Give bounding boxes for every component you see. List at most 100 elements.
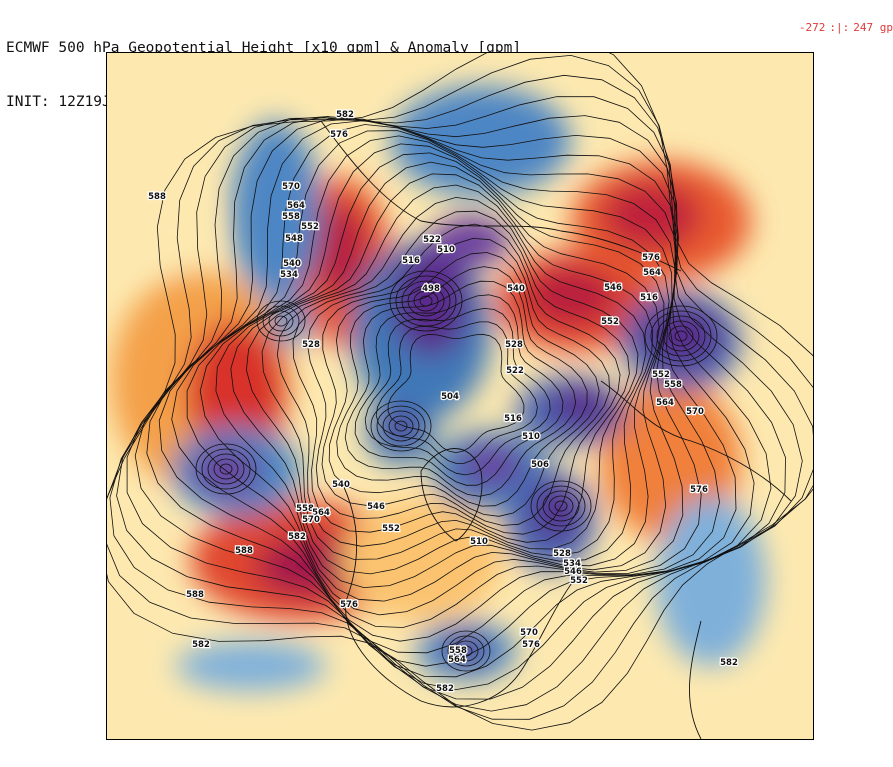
- scale-separator: :|:: [829, 21, 850, 34]
- height-contour: [344, 280, 577, 497]
- height-contour: [107, 54, 813, 720]
- anomaly-neg-gulfmex-core: [444, 635, 488, 663]
- height-contour: [292, 210, 630, 543]
- contour-label: 522: [506, 366, 524, 376]
- low-contour: [389, 270, 463, 332]
- contour-label: 570: [282, 182, 300, 192]
- contour-label: 582: [436, 684, 454, 694]
- contour-label: 588: [186, 590, 204, 600]
- contour-label: 548: [285, 234, 303, 244]
- low-contour: [370, 400, 432, 452]
- height-contour: [307, 223, 621, 535]
- low-contour: [388, 415, 414, 437]
- contour-label: 516: [640, 293, 658, 303]
- anomaly-neg-alaska: [231, 121, 321, 301]
- height-contour: [276, 196, 639, 550]
- low-contour: [262, 305, 300, 337]
- low-contour: [407, 285, 445, 317]
- anomaly-map: 5825765885705645585525485405345285225105…: [107, 53, 813, 739]
- low-contour: [376, 405, 426, 447]
- height-contour: [328, 252, 600, 517]
- coast-europe: [600, 380, 792, 502]
- contour-label: 522: [423, 235, 441, 245]
- anomaly-scale-range: -272:|: 247 gp: [795, 21, 893, 34]
- height-contour: [230, 161, 660, 589]
- low-contour: [219, 463, 233, 475]
- low-contour: [530, 480, 592, 532]
- contour-label: 506: [531, 460, 549, 470]
- contour-label: 570: [302, 515, 320, 525]
- contour-label: 582: [720, 658, 738, 668]
- contour-label: 516: [504, 414, 522, 424]
- height-contour: [146, 120, 755, 667]
- low-contour: [554, 500, 568, 512]
- contour-label: 564: [656, 398, 674, 408]
- contour-label: 546: [367, 502, 385, 512]
- contour-label: 558: [282, 212, 300, 222]
- scale-min: -272: [798, 21, 826, 34]
- contour-label: 510: [522, 432, 540, 442]
- low-contour: [447, 635, 485, 667]
- height-contours: [107, 53, 813, 731]
- height-contour: [171, 130, 720, 642]
- contour-label: 582: [192, 640, 210, 650]
- coast-africa: [689, 620, 702, 739]
- anomaly-pos-westcoast-core: [313, 201, 369, 301]
- contour-label: 540: [332, 480, 350, 490]
- low-contour: [195, 443, 257, 495]
- contour-label: 504: [441, 392, 459, 402]
- contour-label: 570: [686, 407, 704, 417]
- low-contour: [401, 280, 451, 322]
- coastlines: [320, 120, 792, 739]
- contour-label: 570: [520, 628, 538, 638]
- contour-label: 576: [690, 485, 708, 495]
- contour-label: 564: [312, 508, 330, 518]
- contour-label: 576: [642, 253, 660, 263]
- anomaly-pos-namerica: [341, 501, 501, 621]
- anomaly-neg-europe-core: [643, 306, 719, 366]
- contour-labels: 5825765885705645585525485405345285225105…: [147, 109, 739, 695]
- contour-label: 564: [643, 268, 661, 278]
- contour-label: 576: [330, 130, 348, 140]
- map-frame: 582 576 588 570 564 558 552 548 540 534 528 522 510 5…: [106, 52, 814, 740]
- anomaly-neg-subtropic: [176, 641, 326, 691]
- contour-label: 510: [437, 245, 455, 255]
- contour-label: 582: [336, 110, 354, 120]
- low-contour: [644, 305, 718, 367]
- low-contour: [382, 410, 420, 442]
- contour-label: 576: [522, 640, 540, 650]
- contour-label: 588: [148, 192, 166, 202]
- contour-label: 528: [553, 549, 571, 559]
- height-contour: [186, 135, 702, 628]
- anomaly-neg-atlantic: [656, 496, 766, 666]
- contour-label: 552: [652, 370, 670, 380]
- height-contour: [364, 307, 551, 476]
- contour-label: 558: [664, 380, 682, 390]
- contour-label: 558: [296, 504, 314, 514]
- low-contour: [668, 325, 694, 347]
- height-contour: [116, 96, 803, 700]
- height-contour: [261, 184, 647, 560]
- contour-label: 510: [470, 537, 488, 547]
- low-contour: [201, 448, 251, 490]
- anomaly-neg-north: [391, 86, 571, 196]
- anomaly-neg-central-core: [385, 410, 417, 442]
- low-contour: [650, 310, 712, 362]
- contour-label: 552: [382, 524, 400, 534]
- low-contour: [274, 315, 288, 327]
- contour-label: 546: [604, 283, 622, 293]
- low-contour: [419, 295, 433, 307]
- contour-label: 564: [287, 201, 305, 211]
- low-contour: [256, 300, 306, 342]
- height-contour: [354, 294, 564, 486]
- contour-label: 552: [301, 222, 319, 232]
- height-contour: [215, 152, 667, 602]
- low-contour: [674, 330, 688, 342]
- height-contour: [387, 333, 525, 454]
- low-contour: [213, 458, 239, 480]
- contour-label: 516: [402, 256, 420, 266]
- low-contour: [542, 490, 580, 522]
- low-contour: [207, 453, 245, 485]
- low-contour: [459, 645, 473, 657]
- contour-label: 534: [280, 270, 298, 280]
